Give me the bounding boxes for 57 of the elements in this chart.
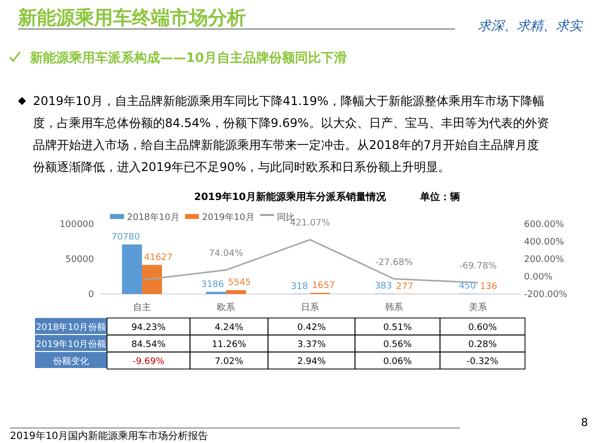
- text: 单位：辆: [419, 191, 460, 203]
- data-label: -69.78%: [459, 262, 498, 272]
- y2-tick-label: 0.00%: [524, 272, 554, 282]
- y-tick-label: 50000: [65, 255, 94, 265]
- data-label: 383: [374, 282, 392, 292]
- text: 0.28%: [468, 340, 497, 350]
- bar: [142, 264, 162, 294]
- text: 0.60%: [468, 323, 497, 333]
- y2-tick-label: -200.00%: [524, 290, 568, 300]
- y-tick-label: 100000: [60, 220, 94, 230]
- text: 新能源乘用车终端市场分析: [17, 7, 246, 29]
- text: 2.94%: [297, 357, 326, 367]
- bar: [122, 244, 142, 294]
- data-label: 318: [290, 282, 308, 292]
- legend-label: 2019年10月: [202, 212, 254, 223]
- text: 0.06%: [383, 357, 412, 367]
- legend-label: 2018年10月: [127, 212, 180, 223]
- text: 0.51%: [383, 323, 412, 333]
- data-label: 70780: [111, 232, 140, 242]
- y-tick-label: 0: [88, 290, 94, 300]
- text: 2019年10月，自主品牌新能源乘用车同比下降41.19%，降幅大于新能源整体乘用车市场下降幅度，占乘用车总体份额的84.54%，份额下降9.69%。以大众、日产、宝马、丰田等为代表的外资品牌开始进入市场，给自主品牌新能源乘用车带来一定冲击。从2018年的7月开始自主品牌月度份额逐渐降低，进入2019年已不足90%，与此同时欧系和日系份额上升明显。: [33, 94, 549, 174]
- text: 0.56%: [383, 340, 412, 350]
- y2-tick-label: 600.00%: [524, 220, 564, 230]
- text: 2019年10月国内新能源乘用车市场分析报告: [10, 430, 208, 442]
- x-tick-label: 欧系: [217, 302, 235, 313]
- text: 11.26%: [212, 340, 246, 350]
- bar: [226, 290, 246, 294]
- y2-tick-label: 400.00%: [524, 238, 564, 248]
- category-label: 份额变化: [53, 357, 89, 367]
- text: 新能源乘用车派系构成——10月自主品牌份额同比下滑: [29, 50, 348, 66]
- text: -9.69%: [132, 357, 164, 367]
- text: 94.23%: [131, 323, 166, 333]
- data-label: 5545: [228, 278, 251, 288]
- text: 8: [581, 416, 588, 429]
- data-label: 1657: [312, 280, 335, 291]
- data-label: 3186: [201, 280, 224, 290]
- data-label: 421.07%: [290, 218, 330, 229]
- text: 4.24%: [214, 323, 244, 333]
- x-tick-label: 美系: [469, 302, 487, 313]
- data-label: 74.04%: [208, 249, 244, 260]
- y2-tick-label: 200.00%: [524, 255, 564, 265]
- data-label: 277: [396, 282, 414, 292]
- text: -0.32%: [466, 357, 498, 367]
- x-tick-label: 韩系: [385, 302, 403, 313]
- text: 84.54%: [131, 340, 166, 350]
- x-tick-label: 自主: [133, 302, 151, 313]
- text: 7.02%: [214, 357, 244, 367]
- category-label: 2018年10月份额: [36, 323, 106, 333]
- data-label: 136: [480, 282, 498, 292]
- text: 求深、求精、求实: [478, 19, 584, 34]
- x-tick-label: 日系: [301, 302, 319, 313]
- category-label: 2019年10月份额: [36, 340, 106, 350]
- data-label: 41627: [144, 252, 173, 263]
- text: 3.37%: [297, 340, 326, 350]
- data-label: -27.68%: [375, 258, 414, 268]
- chart-title: 2019年10月新能源乘用车分派系销量情况: [194, 191, 387, 203]
- text: 0.42%: [297, 323, 326, 333]
